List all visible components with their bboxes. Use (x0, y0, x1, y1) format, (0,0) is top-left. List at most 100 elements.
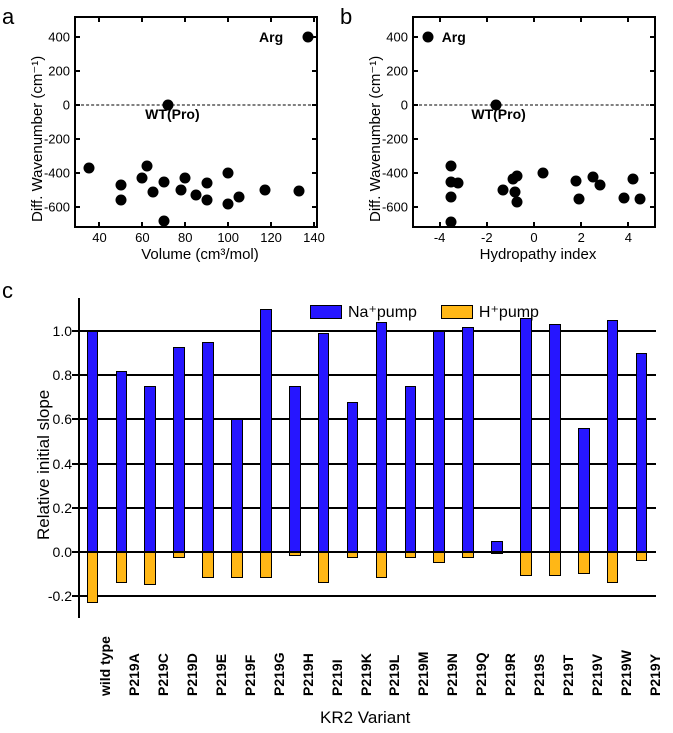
xtick-label: 0 (530, 226, 537, 245)
data-point (571, 175, 582, 186)
ytick-label: -600 (44, 200, 76, 215)
category-label: P219T (560, 655, 576, 696)
ytick-mark (412, 104, 418, 106)
bar-na (116, 371, 128, 552)
data-point (158, 216, 169, 227)
ytick-mark (72, 463, 78, 465)
category-label: P219S (531, 654, 547, 696)
ytick-mark (72, 507, 78, 509)
ytick-label: 200 (386, 64, 414, 79)
ytick-mark (650, 172, 656, 174)
gridline (78, 595, 656, 597)
data-point (512, 171, 523, 182)
ytick-mark (650, 206, 656, 208)
data-point (498, 185, 509, 196)
data-point (83, 162, 94, 173)
ytick-mark (72, 418, 78, 420)
bar-na (87, 331, 99, 552)
ytick-mark (650, 104, 656, 106)
xtick-mark (580, 222, 582, 228)
panel-b-ylabel: Diff. Wavenumber (cm⁻¹) (366, 56, 384, 222)
xtick-mark (439, 222, 441, 228)
gridline (78, 330, 656, 332)
xtick-label: 100 (217, 226, 239, 245)
ytick-label: 400 (48, 30, 76, 45)
bar-na (173, 347, 185, 552)
data-point (223, 168, 234, 179)
ytick-label: -400 (44, 166, 76, 181)
data-point (201, 195, 212, 206)
xtick-label: 60 (135, 226, 149, 245)
ytick-mark (312, 138, 318, 140)
ytick-mark (650, 70, 656, 72)
bar-na (433, 331, 445, 552)
ytick-mark (74, 172, 80, 174)
panel-c-yaxis (78, 298, 80, 618)
data-point (233, 191, 244, 202)
xtick-mark (486, 222, 488, 228)
category-label: P219M (415, 652, 431, 696)
category-label: P219N (444, 653, 460, 696)
ytick-mark (74, 70, 80, 72)
legend-label-hp: H⁺pump (479, 302, 539, 322)
gridline (78, 418, 656, 420)
category-label: P219R (502, 653, 518, 696)
xtick-label: 80 (178, 226, 192, 245)
bar-hp (549, 552, 561, 576)
panel-c-legend: Na⁺pump H⁺pump (310, 302, 539, 322)
data-point (595, 179, 606, 190)
xtick-mark (270, 222, 272, 228)
bar-hp (607, 552, 619, 583)
category-label: P219V (589, 654, 605, 696)
bar-hp (144, 552, 156, 585)
annotation: Arg (442, 29, 466, 45)
data-point (148, 186, 159, 197)
panel-a-plot: -600-400-2000200400406080100120140ArgWT(… (74, 16, 318, 228)
bar-na (144, 386, 156, 552)
annotation: WT(Pro) (145, 106, 199, 122)
bar-hp (202, 552, 214, 578)
legend-swatch-hp (441, 305, 473, 319)
xtick-label: 4 (625, 226, 632, 245)
xtick-mark (98, 222, 100, 228)
gridline (78, 374, 656, 376)
xtick-mark (439, 16, 441, 22)
data-point (175, 185, 186, 196)
bar-hp (636, 552, 648, 561)
data-point (628, 173, 639, 184)
data-point (618, 192, 629, 203)
data-point (302, 32, 313, 43)
bar-na (520, 318, 532, 552)
xtick-mark (270, 16, 272, 22)
bar-na (462, 327, 474, 552)
data-point (422, 32, 433, 43)
data-point (446, 161, 457, 172)
data-point (115, 179, 126, 190)
bar-hp (260, 552, 272, 578)
xtick-mark (184, 222, 186, 228)
ytick-mark (74, 104, 80, 106)
bar-na (376, 322, 388, 552)
xtick-mark (227, 16, 229, 22)
bar-na (289, 386, 301, 552)
xtick-mark (580, 16, 582, 22)
xtick-mark (184, 16, 186, 22)
panel-c-xlabel: KR2 Variant (320, 708, 410, 728)
category-label: P219G (271, 652, 287, 696)
bar-hp (376, 552, 388, 578)
ytick-mark (74, 36, 80, 38)
xtick-label: 120 (260, 226, 282, 245)
ytick-mark (312, 172, 318, 174)
bar-na (578, 428, 590, 552)
data-point (201, 178, 212, 189)
xtick-mark (627, 222, 629, 228)
category-label: P219K (358, 653, 374, 696)
bar-na (318, 333, 330, 551)
ytick-mark (312, 206, 318, 208)
ytick-label: 400 (386, 30, 414, 45)
data-point (137, 173, 148, 184)
category-label: P219I (329, 659, 345, 696)
bar-na (405, 386, 417, 552)
xtick-label: -2 (481, 226, 493, 245)
bar-hp (520, 552, 532, 576)
